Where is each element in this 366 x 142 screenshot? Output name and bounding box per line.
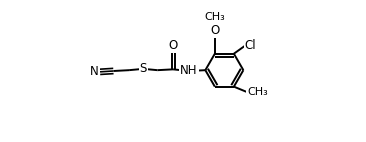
Text: CH₃: CH₃ (247, 87, 268, 97)
Text: O: O (210, 24, 220, 37)
Text: CH₃: CH₃ (205, 12, 225, 22)
Text: S: S (139, 62, 147, 75)
Text: O: O (168, 39, 178, 52)
Text: NH: NH (180, 64, 198, 78)
Text: Cl: Cl (245, 39, 257, 52)
Text: N: N (90, 65, 99, 78)
